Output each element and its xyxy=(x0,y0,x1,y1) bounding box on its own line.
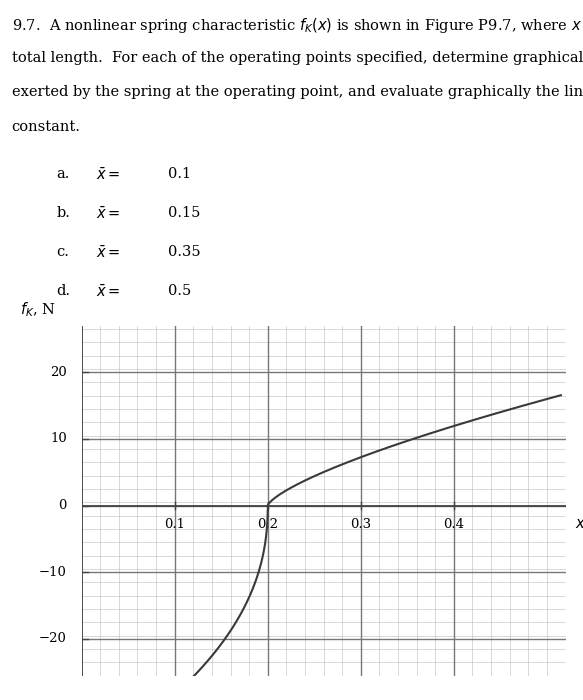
Text: 0.4: 0.4 xyxy=(443,517,464,531)
Text: 20: 20 xyxy=(50,365,66,379)
Text: 0.3: 0.3 xyxy=(350,517,371,531)
Text: 10: 10 xyxy=(50,433,66,445)
Text: b.: b. xyxy=(57,206,71,220)
Text: 0.5: 0.5 xyxy=(168,284,192,298)
Text: $\bar{x}=$: $\bar{x}=$ xyxy=(96,245,120,261)
Text: $f_K$, N: $f_K$, N xyxy=(20,300,55,318)
Text: d.: d. xyxy=(57,284,71,298)
Text: 0.35: 0.35 xyxy=(168,245,201,259)
Text: $\bar{x}=$: $\bar{x}=$ xyxy=(96,284,120,300)
Text: −20: −20 xyxy=(39,632,66,645)
Text: exerted by the spring at the operating point, and evaluate graphically the linea: exerted by the spring at the operating p… xyxy=(12,85,583,99)
Text: 0.1: 0.1 xyxy=(164,517,185,531)
Text: c.: c. xyxy=(57,245,69,259)
Text: constant.: constant. xyxy=(12,120,80,134)
Text: −10: −10 xyxy=(39,566,66,579)
Text: 9.7.  A nonlinear spring characteristic $f_K(x)$ is shown in Figure P9.7, where : 9.7. A nonlinear spring characteristic $… xyxy=(12,16,583,35)
Text: $\bar{x}=$: $\bar{x}=$ xyxy=(96,167,120,183)
Text: 0: 0 xyxy=(58,499,66,512)
Text: $x$, m: $x$, m xyxy=(575,517,583,532)
Text: total length.  For each of the operating points specified, determine graphically: total length. For each of the operating … xyxy=(12,50,583,64)
Text: 0.15: 0.15 xyxy=(168,206,201,220)
Text: $\bar{x}=$: $\bar{x}=$ xyxy=(96,206,120,222)
Text: a.: a. xyxy=(57,167,70,181)
Text: 0.2: 0.2 xyxy=(257,517,278,531)
Text: 0.1: 0.1 xyxy=(168,167,191,181)
